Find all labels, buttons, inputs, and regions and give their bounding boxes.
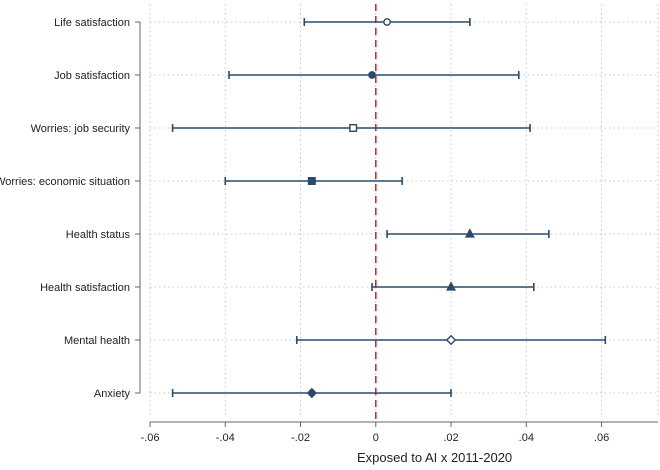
grid-layer <box>149 4 659 418</box>
axis-layer <box>135 21 658 427</box>
y-category-label: Life satisfaction <box>54 17 130 29</box>
point-estimate-triangle <box>446 281 457 291</box>
x-tick-label: 0 <box>373 432 379 444</box>
point-estimate-triangle <box>464 228 475 238</box>
y-category-label: Worries: economic situation <box>0 176 130 188</box>
y-category-label: Health status <box>66 229 131 241</box>
point-estimate-diamond <box>445 334 457 346</box>
point-estimate-circle <box>383 18 391 26</box>
x-axis-title: Exposed to AI x 2011-2020 <box>357 450 512 465</box>
y-category-label: Mental health <box>64 335 130 347</box>
labels-layer: -.06 -.04 -.02 0 .02 .04 .06 Life satisfaction J… <box>0 17 609 444</box>
point-estimate-diamond <box>306 387 317 399</box>
point-estimate-square <box>349 123 358 132</box>
y-category-label: Worries: job security <box>31 123 131 135</box>
x-tick-label: .06 <box>594 432 609 444</box>
y-category-label: Anxiety <box>94 388 131 400</box>
y-category-label: Job satisfaction <box>54 70 130 82</box>
x-tick-label: .02 <box>443 432 458 444</box>
y-category-label: Health satisfaction <box>40 282 130 294</box>
x-tick-label: -.06 <box>141 432 160 444</box>
x-tick-label: -.04 <box>216 432 235 444</box>
x-tick-label: .04 <box>519 432 534 444</box>
marks-layer <box>171 18 607 399</box>
point-estimate-circle <box>368 71 376 79</box>
x-tick-label: -.02 <box>291 432 310 444</box>
point-estimate-square <box>307 176 316 185</box>
